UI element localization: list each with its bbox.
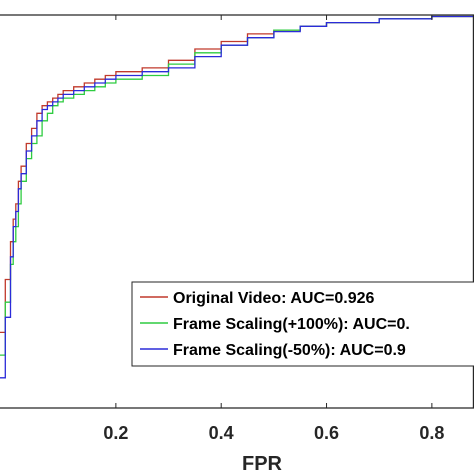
- series-layer: [0, 15, 474, 379]
- legend: Original Video: AUC=0.926 Frame Scaling(+…: [131, 281, 474, 367]
- axes-layer: 0.2 0.4 0.6 0.8: [0, 14, 474, 443]
- x-axis-label: FPR: [242, 453, 283, 474]
- legend-entry-1: Frame Scaling(+100%): AUC=0.: [173, 316, 410, 333]
- x-tick-label: 0.6: [314, 423, 339, 443]
- x-tick-label: 0.2: [103, 423, 128, 443]
- x-tick-label: 0.8: [419, 423, 444, 443]
- legend-entry-0: Original Video: AUC=0.926: [173, 290, 375, 307]
- legend-entry-2: Frame Scaling(-50%): AUC=0.9: [173, 342, 406, 359]
- x-tick-label: 0.4: [209, 423, 234, 443]
- legend-box: [131, 281, 474, 367]
- series-line-2: [0, 15, 474, 379]
